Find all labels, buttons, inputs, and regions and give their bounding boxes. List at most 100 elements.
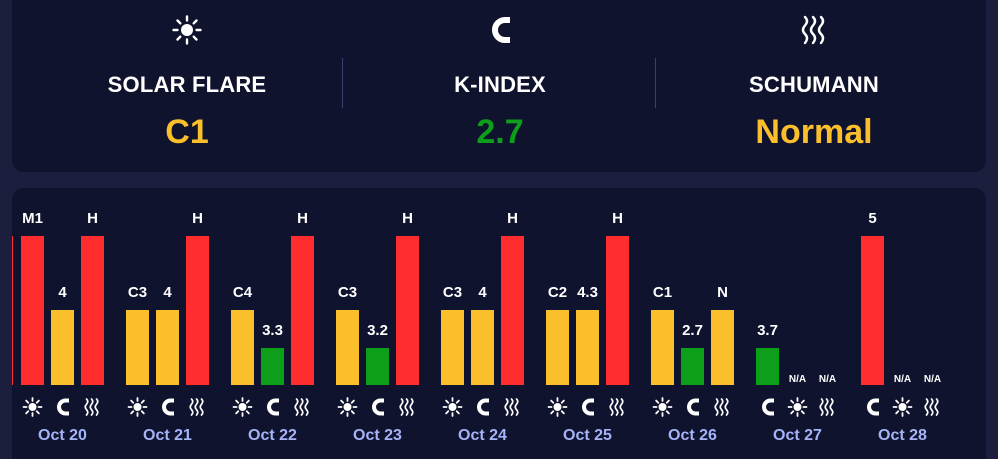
kindex-bar-label: 4.3 <box>577 284 598 301</box>
sun-icon <box>892 397 913 417</box>
magnet-icon <box>372 398 384 416</box>
solar-bar-label: C3 <box>128 284 147 301</box>
solar-flare-metric: SOLAR FLARE C1 <box>22 0 352 172</box>
divider <box>342 58 343 108</box>
day-group[interactable]: C2 4.3 H Oct 25 <box>546 210 629 444</box>
magnet-icon <box>162 398 174 416</box>
sun-icon <box>547 397 568 417</box>
k-index-label: K-INDEX <box>454 72 546 97</box>
schumann-bar-label: H <box>87 210 98 227</box>
sun-icon <box>232 397 253 417</box>
day-group[interactable]: C1 2.7 N Oct 26 <box>651 284 734 444</box>
solar-bar <box>441 310 464 385</box>
solar-bar <box>336 310 359 385</box>
sun-icon <box>442 397 463 417</box>
kindex-bar <box>261 348 284 385</box>
wave-icon <box>84 398 99 416</box>
wave-icon <box>924 398 939 416</box>
day-group[interactable]: 5 N/A N/A Oct 28 <box>861 210 941 444</box>
solar-bar-label: C1 <box>653 284 672 301</box>
schumann-bar <box>291 236 314 385</box>
divider <box>655 58 656 108</box>
forecast-chart: H M1 4 H Oct 20 C3 4 H Oct 21 C4 3.3 H Oct 22 C3 3.2 H O… <box>12 210 941 444</box>
day-group[interactable]: C4 3.3 H Oct 22 <box>231 210 314 444</box>
schumann-bar <box>501 236 524 385</box>
kindex-bar <box>681 348 704 385</box>
day-group[interactable]: M1 4 H Oct 20 <box>21 210 104 444</box>
date-label: Oct 22 <box>248 427 297 444</box>
day-group[interactable]: C3 3.2 H Oct 23 <box>336 210 419 444</box>
date-label: Oct 24 <box>458 427 507 444</box>
schumann-na-label: N/A <box>819 374 836 385</box>
kindex-bar <box>756 348 779 385</box>
wave-icon <box>649 14 979 46</box>
forecast-chart-panel[interactable]: H M1 4 H Oct 20 C3 4 H Oct 21 C4 3.3 H Oct 22 C3 3.2 H O… <box>12 188 986 459</box>
solar-bar-label: C3 <box>443 284 462 301</box>
sun-icon <box>127 397 148 417</box>
solar-bar-label: C3 <box>338 284 357 301</box>
wave-icon <box>714 398 729 416</box>
schumann-bar <box>606 236 629 385</box>
date-label: Oct 21 <box>143 427 192 444</box>
day-group[interactable]: C3 4 H Oct 24 <box>441 210 524 444</box>
solar-flare-value: C1 <box>165 113 209 151</box>
day-group[interactable]: C3 4 H Oct 21 <box>126 210 209 444</box>
solar-bar <box>546 310 569 385</box>
sun-icon <box>652 397 673 417</box>
schumann-bar <box>396 236 419 385</box>
date-label: Oct 20 <box>38 427 87 444</box>
kindex-bar <box>471 310 494 385</box>
magnet-icon <box>762 398 774 416</box>
schumann-bar <box>186 236 209 385</box>
summary-panel: SOLAR FLARE C1 K-INDEX 2.7 SCHUMANN <box>12 0 986 172</box>
kindex-bar <box>861 236 884 385</box>
schumann-na-label: N/A <box>924 374 941 385</box>
schumann-bar <box>711 310 734 385</box>
schumann-metric: SCHUMANN Normal <box>649 0 979 172</box>
wave-icon <box>504 398 519 416</box>
date-label: Oct 26 <box>668 427 717 444</box>
magnet-icon <box>582 398 594 416</box>
solar-bar-label: M1 <box>22 210 43 227</box>
magnet-icon <box>687 398 699 416</box>
schumann-bar-label: H <box>507 210 518 227</box>
magnet-icon <box>477 398 489 416</box>
solar-na-label: N/A <box>789 374 806 385</box>
schumann-bar-label: H <box>402 210 413 227</box>
solar-na-label: N/A <box>894 374 911 385</box>
schumann-bar-label: H <box>192 210 203 227</box>
solar-bar-label: C4 <box>233 284 253 301</box>
magnet-icon <box>867 398 879 416</box>
kindex-bar <box>156 310 179 385</box>
schumann-value: Normal <box>755 113 873 151</box>
schumann-bar <box>12 236 13 385</box>
k-index-metric: K-INDEX 2.7 <box>335 0 665 172</box>
date-label: Oct 25 <box>563 427 612 444</box>
kindex-bar-label: 5 <box>868 210 876 227</box>
kindex-bar-label: 4 <box>478 284 487 301</box>
schumann-bar-label: H <box>297 210 308 227</box>
wave-icon <box>609 398 624 416</box>
kindex-bar <box>576 310 599 385</box>
solar-flare-label: SOLAR FLARE <box>107 72 267 97</box>
date-label: Oct 27 <box>773 427 822 444</box>
kindex-bar-label: 3.2 <box>367 322 388 339</box>
schumann-label: SCHUMANN <box>749 72 879 97</box>
kindex-bar-label: 4 <box>58 284 67 301</box>
schumann-bar-label: H <box>612 210 623 227</box>
wave-icon <box>189 398 204 416</box>
sun-icon <box>337 397 358 417</box>
day-group[interactable]: H <box>12 210 13 415</box>
magnet-icon <box>267 398 279 416</box>
day-group[interactable]: 3.7 N/A N/A Oct 27 <box>756 322 836 444</box>
k-index-value: 2.7 <box>476 113 524 151</box>
schumann-bar <box>81 236 104 385</box>
kindex-bar-label: 2.7 <box>682 322 703 339</box>
magnet-icon <box>57 398 69 416</box>
solar-bar <box>651 310 674 385</box>
sun-icon <box>787 397 808 417</box>
sun-icon <box>22 14 352 46</box>
kindex-bar-label: 3.3 <box>262 322 283 339</box>
date-label: Oct 23 <box>353 427 402 444</box>
kindex-bar-label: 4 <box>163 284 172 301</box>
